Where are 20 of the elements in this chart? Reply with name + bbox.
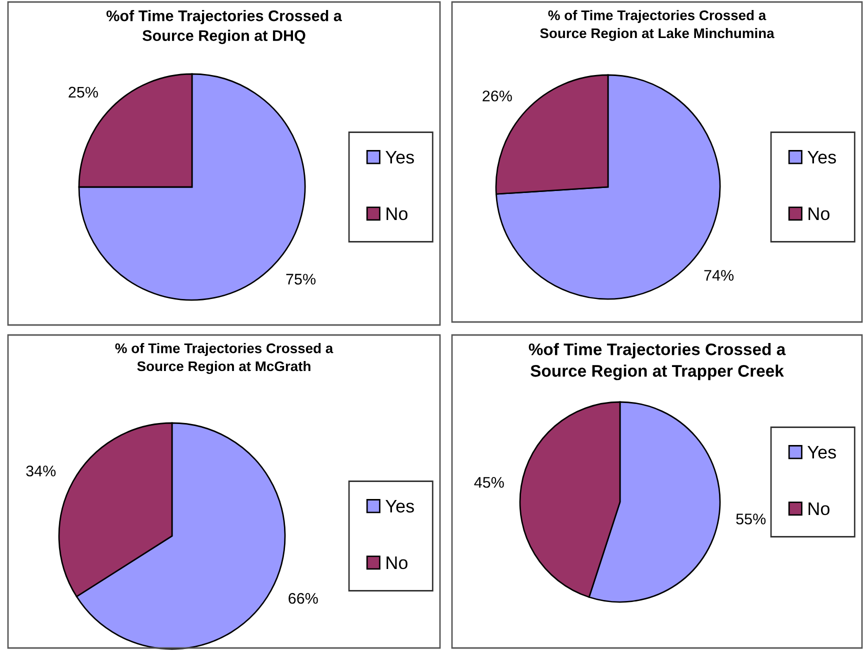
- data-label: 25%: [68, 86, 98, 98]
- data-label: 45%: [474, 477, 504, 488]
- legend-label: No: [386, 208, 408, 220]
- legend-label: Yes: [808, 150, 836, 164]
- legend-label: Yes: [386, 500, 414, 513]
- chart-title: % of Time Trajectories Crossed a Source Region at Lake Minchumina: [540, 10, 774, 41]
- chart-title: % of Time Trajectories Crossed a Source Region at McGrath: [115, 343, 334, 374]
- data-label: 74%: [704, 270, 734, 281]
- data-label: 55%: [736, 514, 766, 524]
- data-label: 66%: [288, 592, 318, 604]
- data-label: 26%: [482, 90, 512, 102]
- data-label: 75%: [286, 274, 316, 285]
- legend-label: Yes: [808, 446, 836, 459]
- chart-title: %of Time Trajectories Crossed a Source Region at DHQ: [106, 10, 342, 44]
- legend-label: No: [808, 502, 830, 516]
- legend-label: No: [386, 556, 408, 570]
- legend-label: Yes: [386, 150, 414, 164]
- legend-label: No: [808, 208, 830, 220]
- data-label: 34%: [26, 466, 56, 476]
- chart-title: %of Time Trajectories Crossed a Source Region at Trapper Creek: [528, 343, 786, 380]
